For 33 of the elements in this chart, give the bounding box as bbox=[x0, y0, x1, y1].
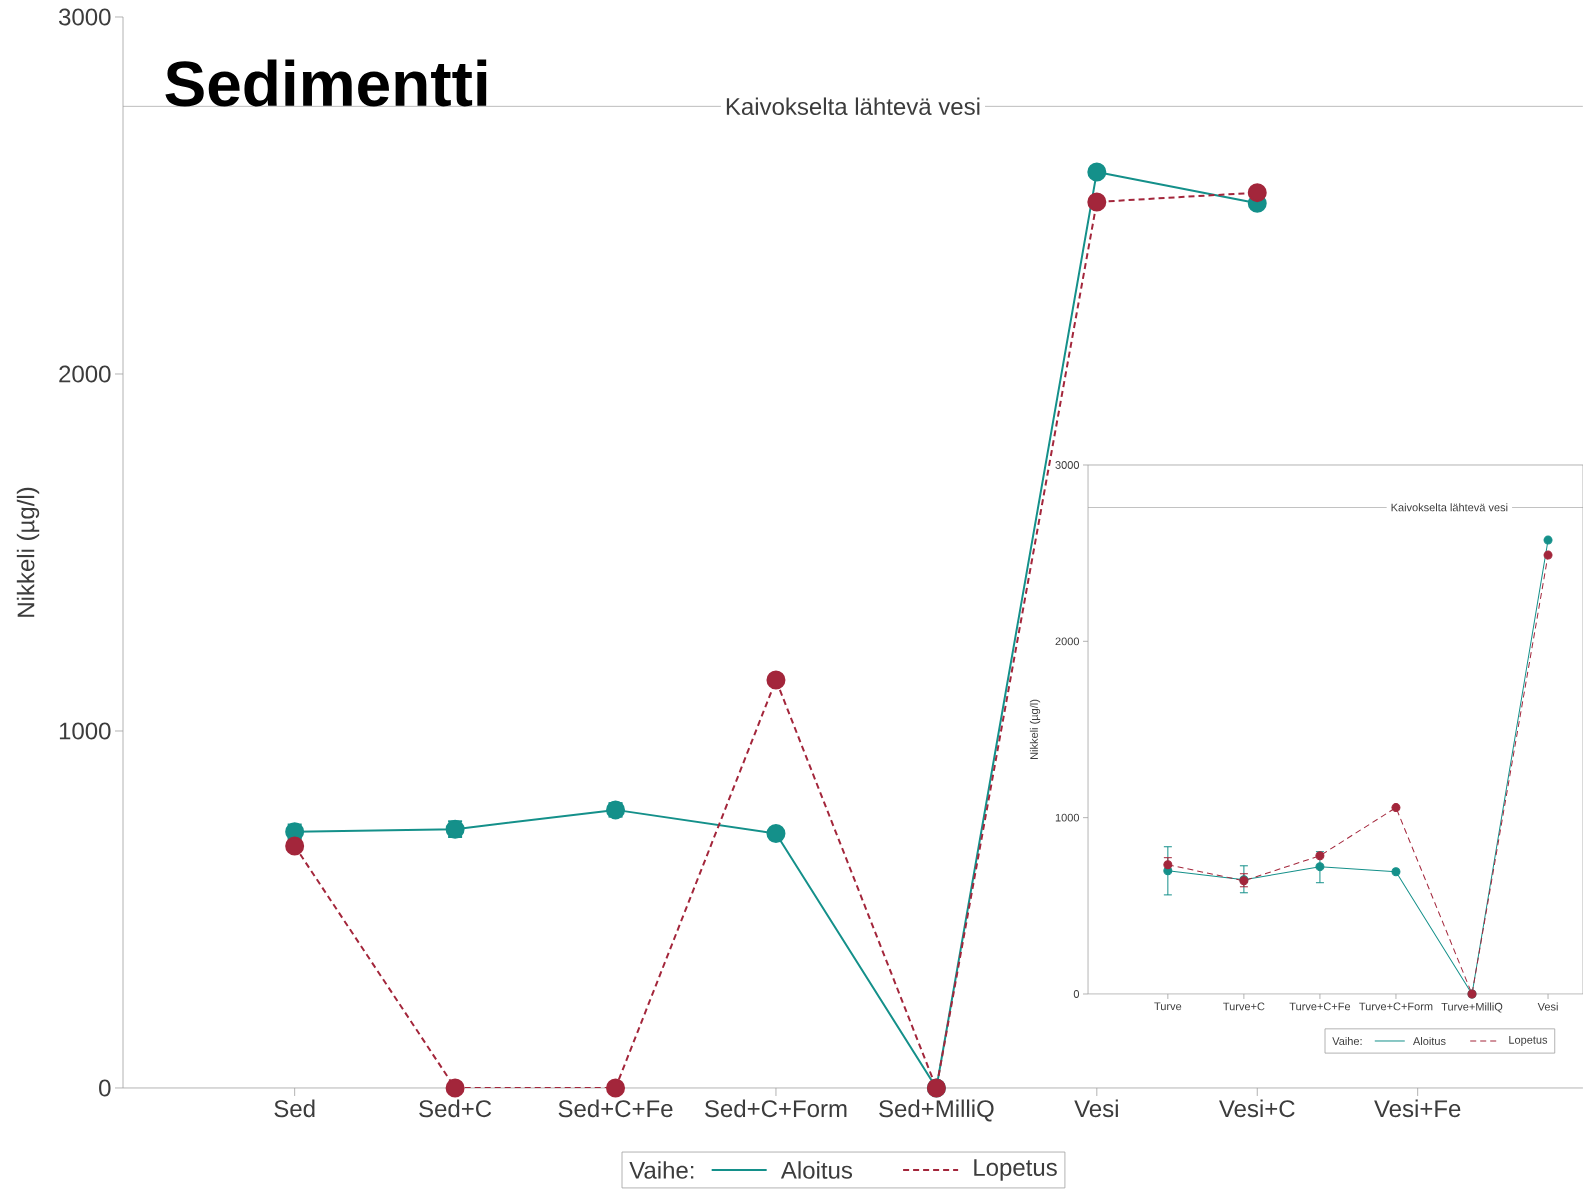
legend-label: Aloitus bbox=[780, 1161, 853, 1179]
ref-line-label: Kaivokselta lähtevä vesi bbox=[1391, 503, 1508, 512]
legend-label: Lopetus bbox=[1509, 1036, 1548, 1046]
legend-title: Vaihe: bbox=[1332, 1036, 1362, 1046]
x-tick-label: Sed+C bbox=[419, 1099, 492, 1118]
x-tick-label: Sed+C+Form bbox=[705, 1099, 847, 1118]
y-axis-title: Nikkeli (µg/l) bbox=[1029, 699, 1041, 759]
x-tick-label: Sed+C+Fe bbox=[558, 1099, 673, 1118]
y-axis-title: Nikkeli (µg/l) bbox=[16, 487, 40, 617]
x-tick-label: Sed+MilliQ bbox=[879, 1099, 994, 1122]
legend-title: Vaihe: bbox=[629, 1161, 694, 1179]
y-tick-label: 0 bbox=[1073, 990, 1080, 998]
x-tick-label: Turve+C bbox=[1223, 1002, 1265, 1011]
y-tick-label: 2000 bbox=[59, 365, 111, 383]
y-tick-label: 3000 bbox=[1055, 461, 1080, 469]
x-tick-label: Vesi+Fe bbox=[1374, 1099, 1461, 1118]
x-tick-label: Sed bbox=[274, 1099, 315, 1118]
x-tick-label: Turve bbox=[1154, 1002, 1182, 1011]
x-tick-label: Vesi bbox=[1074, 1099, 1118, 1118]
y-tick-label: 2000 bbox=[1055, 637, 1080, 646]
legend-label: Aloitus bbox=[1413, 1036, 1446, 1046]
x-tick-label: Turve+MilliQ bbox=[1441, 1002, 1503, 1013]
x-tick-label: Turve+C+Form bbox=[1359, 1002, 1433, 1011]
x-tick-label: Turve+C+Fe bbox=[1289, 1002, 1351, 1011]
y-tick-label: 3000 bbox=[58, 8, 111, 26]
text: Sedimentti bbox=[165, 59, 487, 107]
legend-label: Lopetus bbox=[974, 1159, 1057, 1181]
y-tick-label: 1000 bbox=[59, 722, 111, 740]
x-tick-label: Vesi+C bbox=[1219, 1099, 1295, 1118]
ref-line-label: Kaivokselta lähtevä vesi bbox=[726, 97, 980, 116]
y-tick-label: 0 bbox=[99, 1079, 111, 1097]
y-tick-label: 1000 bbox=[1055, 813, 1080, 822]
x-tick-label: Vesi bbox=[1537, 1002, 1558, 1011]
